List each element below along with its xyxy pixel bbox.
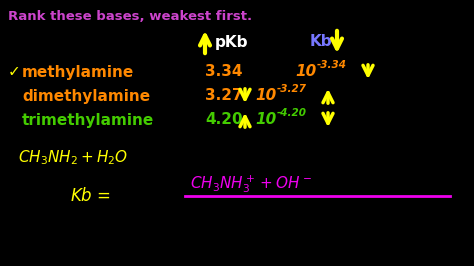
Text: 3.27: 3.27 — [205, 89, 243, 103]
Text: -3.34: -3.34 — [317, 60, 347, 70]
Text: Kb: Kb — [310, 35, 333, 49]
Text: Rank these bases, weakest first.: Rank these bases, weakest first. — [8, 10, 252, 23]
Text: -3.27: -3.27 — [277, 84, 307, 94]
Text: -4.20: -4.20 — [277, 108, 307, 118]
Text: 3.34: 3.34 — [205, 64, 243, 80]
Text: pKb: pKb — [215, 35, 248, 49]
Text: ✓: ✓ — [8, 64, 21, 80]
Text: 10: 10 — [255, 113, 276, 127]
Text: $\mathit{CH_3NH_3^+ + OH^-}$: $\mathit{CH_3NH_3^+ + OH^-}$ — [190, 173, 312, 195]
Text: dimethylamine: dimethylamine — [22, 89, 150, 103]
Text: 10: 10 — [255, 89, 276, 103]
Text: methylamine: methylamine — [22, 64, 134, 80]
Text: 4.20: 4.20 — [205, 113, 243, 127]
Text: $\mathit{Kb}$ =: $\mathit{Kb}$ = — [70, 187, 111, 205]
Text: 10: 10 — [295, 64, 316, 80]
Text: $\mathit{CH_3NH_2 + H_2O}$: $\mathit{CH_3NH_2 + H_2O}$ — [18, 149, 128, 167]
Text: trimethylamine: trimethylamine — [22, 113, 154, 127]
